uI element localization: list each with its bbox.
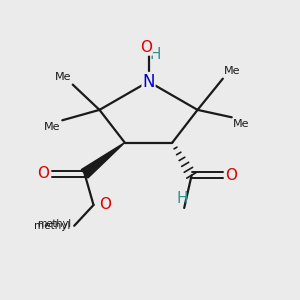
Text: N: N [142, 73, 155, 91]
Text: Me: Me [44, 122, 61, 132]
Text: H: H [149, 47, 161, 62]
Text: O: O [38, 166, 50, 181]
Text: Me: Me [233, 119, 250, 129]
Text: O: O [100, 197, 112, 212]
Text: O: O [140, 40, 152, 55]
Text: methyl: methyl [34, 221, 70, 231]
Text: Me: Me [55, 72, 71, 82]
Text: Me: Me [224, 66, 241, 76]
Text: H: H [177, 190, 188, 206]
Text: O: O [225, 168, 237, 183]
Text: methyl: methyl [37, 219, 71, 229]
Polygon shape [81, 142, 125, 178]
